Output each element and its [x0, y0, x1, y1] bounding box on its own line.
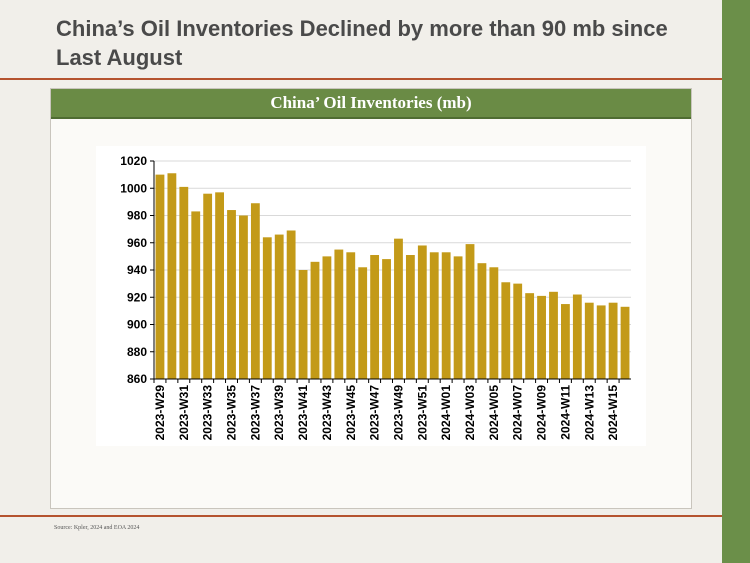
- bar: [429, 252, 439, 379]
- x-tick-label: 2023-W35: [225, 385, 239, 441]
- bar: [477, 263, 487, 379]
- bar: [346, 252, 356, 379]
- source-note: Source: Kpler, 2024 and EOA 2024: [54, 525, 140, 531]
- bar: [262, 237, 272, 379]
- x-tick-label: 2023-W51: [415, 385, 429, 441]
- bar: [441, 252, 451, 379]
- bar: [227, 210, 236, 379]
- x-tick-label: 2023-W33: [201, 385, 215, 441]
- x-tick-label: 2023-W45: [344, 385, 358, 441]
- bar: [191, 211, 201, 379]
- chart-title: China’ Oil Inventories (mb): [51, 89, 691, 119]
- x-tick-label: 2024-W03: [463, 385, 477, 441]
- footer-divider: [0, 515, 722, 517]
- bar: [274, 234, 284, 379]
- bar: [465, 244, 475, 379]
- title-divider: [0, 78, 722, 80]
- x-tick-label: 2023-W39: [272, 385, 286, 441]
- bar: [286, 230, 296, 379]
- x-tick-label: 2024-W15: [606, 385, 620, 441]
- bar: [250, 203, 260, 379]
- x-tick-label: 2023-W43: [320, 385, 334, 441]
- y-tick-label: 880: [127, 345, 147, 359]
- bar: [549, 291, 558, 379]
- bar: [537, 295, 546, 379]
- slide-title: China’s Oil Inventories Declined by more…: [56, 16, 668, 70]
- bar: [608, 302, 618, 379]
- bar: [572, 294, 582, 379]
- bar: [405, 255, 415, 379]
- bar: [620, 306, 630, 379]
- x-tick-label: 2023-W49: [391, 385, 405, 441]
- y-tick-label: 1020: [120, 154, 147, 168]
- bar: [417, 245, 427, 379]
- bar: [453, 256, 463, 379]
- bar: [489, 267, 499, 379]
- bar: [215, 192, 224, 379]
- bar: [239, 215, 248, 379]
- x-tick-label: 2024-W13: [582, 385, 596, 441]
- bar: [358, 267, 368, 379]
- bar: [322, 256, 332, 379]
- bar: [561, 304, 570, 379]
- bar: [382, 259, 391, 379]
- bar: [513, 283, 523, 379]
- x-tick-label: 2023-W37: [248, 385, 262, 441]
- bar: [298, 270, 308, 379]
- y-tick-label: 900: [127, 318, 147, 332]
- y-tick-label: 960: [127, 236, 147, 250]
- bar-chart: 860 880 900 920 940 960 980 1000 1020 2023-W29 20…: [96, 146, 646, 446]
- x-tick-label: 2024-W01: [439, 385, 453, 441]
- y-tick-label: 980: [127, 209, 147, 223]
- x-tick-label: 2023-W47: [368, 385, 382, 441]
- chart-panel: China’ Oil Inventories (mb) 860 880 900 920…: [50, 88, 692, 509]
- y-tick-label: 1000: [120, 181, 147, 195]
- bar: [370, 255, 380, 379]
- bar: [167, 173, 177, 379]
- bar: [179, 186, 189, 379]
- bar: [525, 293, 535, 379]
- bar: [596, 305, 606, 379]
- x-tick-label: 2023-W41: [296, 385, 310, 441]
- x-tick-label: 2023-W29: [153, 385, 167, 441]
- side-accent-bar: [722, 0, 750, 563]
- y-tick-label: 860: [127, 372, 147, 386]
- x-tick-label: 2024-W11: [558, 385, 572, 440]
- bar: [394, 238, 403, 379]
- y-tick-label: 920: [127, 290, 147, 304]
- x-tick-label: 2024-W07: [511, 385, 525, 441]
- bar: [334, 249, 344, 379]
- bar: [310, 261, 320, 379]
- x-tick-label: 2024-W09: [535, 385, 549, 441]
- bar: [501, 282, 511, 379]
- bar: [203, 193, 213, 379]
- x-tick-label: 2023-W31: [177, 385, 191, 441]
- y-tick-label: 940: [127, 263, 147, 277]
- x-tick-label: 2024-W05: [487, 385, 501, 441]
- bar: [584, 302, 594, 379]
- bar: [155, 174, 165, 379]
